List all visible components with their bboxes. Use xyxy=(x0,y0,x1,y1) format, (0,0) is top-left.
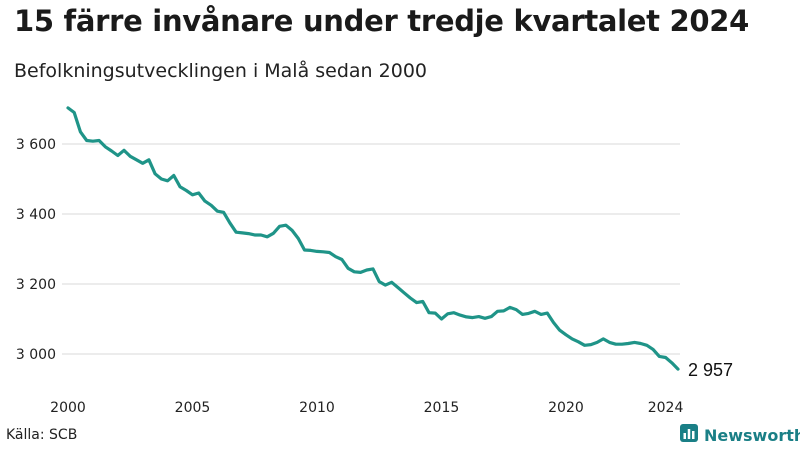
y-tick-label: 3 200 xyxy=(16,277,56,293)
bar-chart-icon xyxy=(680,424,698,446)
grid-lines xyxy=(62,143,680,355)
x-axis-ticks: 2000 2005 2010 2015 2020 2024 xyxy=(50,400,683,416)
chart-subtitle: Befolkningsutvecklingen i Malå sedan 200… xyxy=(14,60,427,82)
x-tick-label: 2000 xyxy=(50,400,86,416)
chart-title: 15 färre invånare under tredje kvartalet… xyxy=(14,4,750,38)
brand-name: Newsworthy xyxy=(704,425,800,445)
y-axis-ticks: 3 000 3 200 3 400 3 600 xyxy=(16,137,56,363)
x-tick-label: 2005 xyxy=(175,400,211,416)
population-series-line xyxy=(66,106,680,371)
x-tick-label: 2010 xyxy=(299,400,335,416)
y-tick-label: 3 400 xyxy=(16,207,56,223)
y-tick-label: 3 600 xyxy=(16,137,56,153)
x-tick-label: 2020 xyxy=(548,400,584,416)
y-tick-label: 3 000 xyxy=(16,347,56,363)
x-tick-label: 2024 xyxy=(648,400,684,416)
source-note: Källa: SCB xyxy=(6,427,78,443)
end-value-label: 2 957 xyxy=(688,360,733,380)
brand-logo[interactable]: Newsworthy xyxy=(680,424,800,446)
x-tick-label: 2015 xyxy=(424,400,460,416)
